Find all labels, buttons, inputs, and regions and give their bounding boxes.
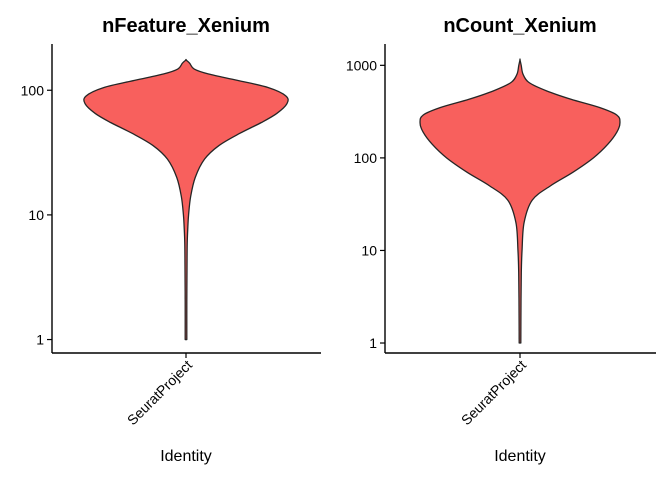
y-tick-label-ncount-100: 100	[354, 150, 378, 166]
x-tick-label-nfeature: SeuratProject	[124, 357, 195, 428]
panel-nfeature: nFeature_Xenium 1 10 100 SeuratProject Ide…	[21, 15, 321, 465]
y-tick-label-ncount-1000: 1000	[346, 57, 377, 73]
violin-shape-ncount	[419, 58, 621, 344]
violin-shape-nfeature	[83, 58, 289, 341]
y-tick-label-nfeature-1: 1	[36, 332, 44, 348]
panel-ncount: nCount_Xenium 1 10 100 1000 SeuratProject I…	[346, 15, 656, 465]
y-ticks-nfeature: 1 10 100	[21, 82, 52, 348]
y-tick-label-ncount-10: 10	[361, 242, 377, 258]
x-tick-label-ncount: SeuratProject	[458, 357, 529, 428]
y-tick-label-nfeature-10: 10	[28, 207, 44, 223]
panel-title-nfeature: nFeature_Xenium	[102, 15, 270, 37]
y-tick-label-ncount-1: 1	[369, 335, 377, 351]
y-tick-label-nfeature-100: 100	[21, 82, 45, 98]
x-axis-title-nfeature: Identity	[160, 448, 212, 465]
y-ticks-ncount: 1 10 100 1000	[346, 57, 385, 351]
x-axis-title-ncount: Identity	[494, 448, 546, 465]
panel-title-ncount: nCount_Xenium	[443, 15, 596, 37]
